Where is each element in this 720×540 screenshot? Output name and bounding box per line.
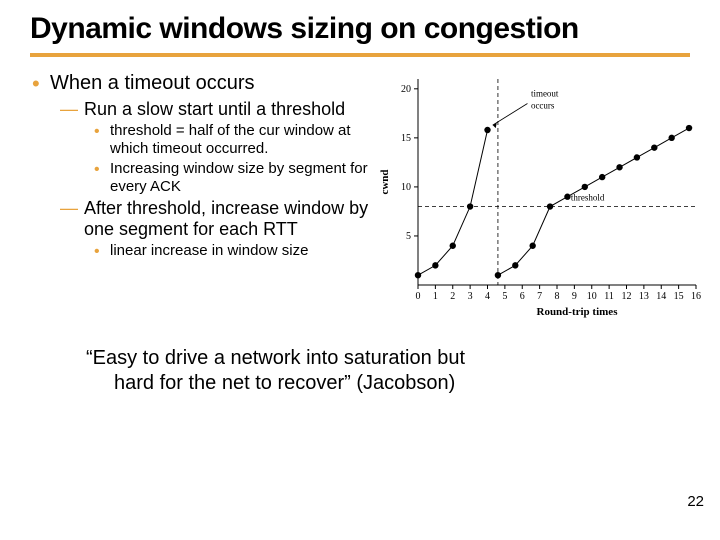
- title-underline: [30, 53, 690, 57]
- bullet-l2: Run a slow start until a threshold: [30, 99, 370, 120]
- svg-text:15: 15: [674, 291, 684, 302]
- quote-text: “Easy to drive a network into saturation…: [86, 346, 640, 396]
- svg-text:timeout: timeout: [531, 88, 559, 98]
- page-number: 22: [687, 493, 704, 510]
- svg-text:9: 9: [572, 291, 577, 302]
- svg-text:5: 5: [502, 291, 507, 302]
- svg-text:15: 15: [401, 132, 411, 143]
- svg-text:1: 1: [433, 291, 438, 302]
- svg-text:12: 12: [622, 291, 632, 302]
- bullet-column: When a timeout occurs Run a slow start u…: [30, 71, 370, 326]
- svg-text:4: 4: [485, 291, 490, 302]
- svg-text:16: 16: [691, 291, 701, 302]
- quote-line2: hard for the net to recover” (Jacobson): [86, 371, 640, 396]
- slide-title: Dynamic windows sizing on congestion: [30, 12, 690, 47]
- svg-text:3: 3: [468, 291, 473, 302]
- svg-text:6: 6: [520, 291, 525, 302]
- svg-text:5: 5: [406, 230, 411, 241]
- svg-text:20: 20: [401, 83, 411, 94]
- svg-text:10: 10: [587, 291, 597, 302]
- svg-text:14: 14: [656, 291, 666, 302]
- bullet-l3: Increasing window size by segment for ev…: [30, 160, 370, 196]
- chart-column: 5101520012345678910111213141516Round-tri…: [376, 71, 706, 326]
- cwnd-chart: 5101520012345678910111213141516Round-tri…: [376, 71, 706, 321]
- bullet-l3: linear increase in window size: [30, 242, 370, 260]
- quote-line1: “Easy to drive a network into saturation…: [86, 347, 465, 369]
- svg-text:13: 13: [639, 291, 649, 302]
- svg-text:Round-trip times: Round-trip times: [537, 306, 619, 318]
- svg-text:7: 7: [537, 291, 542, 302]
- bullet-l2: After threshold, increase window by one …: [30, 198, 370, 240]
- svg-text:0: 0: [416, 291, 421, 302]
- bullet-l1: When a timeout occurs: [30, 71, 370, 95]
- svg-text:occurs: occurs: [531, 100, 555, 110]
- svg-text:10: 10: [401, 181, 411, 192]
- svg-text:11: 11: [604, 291, 614, 302]
- svg-text:2: 2: [450, 291, 455, 302]
- bullet-l3: threshold = half of the cur window at wh…: [30, 122, 370, 158]
- svg-text:threshold: threshold: [571, 192, 605, 202]
- svg-text:cwnd: cwnd: [379, 169, 391, 194]
- svg-text:8: 8: [555, 291, 560, 302]
